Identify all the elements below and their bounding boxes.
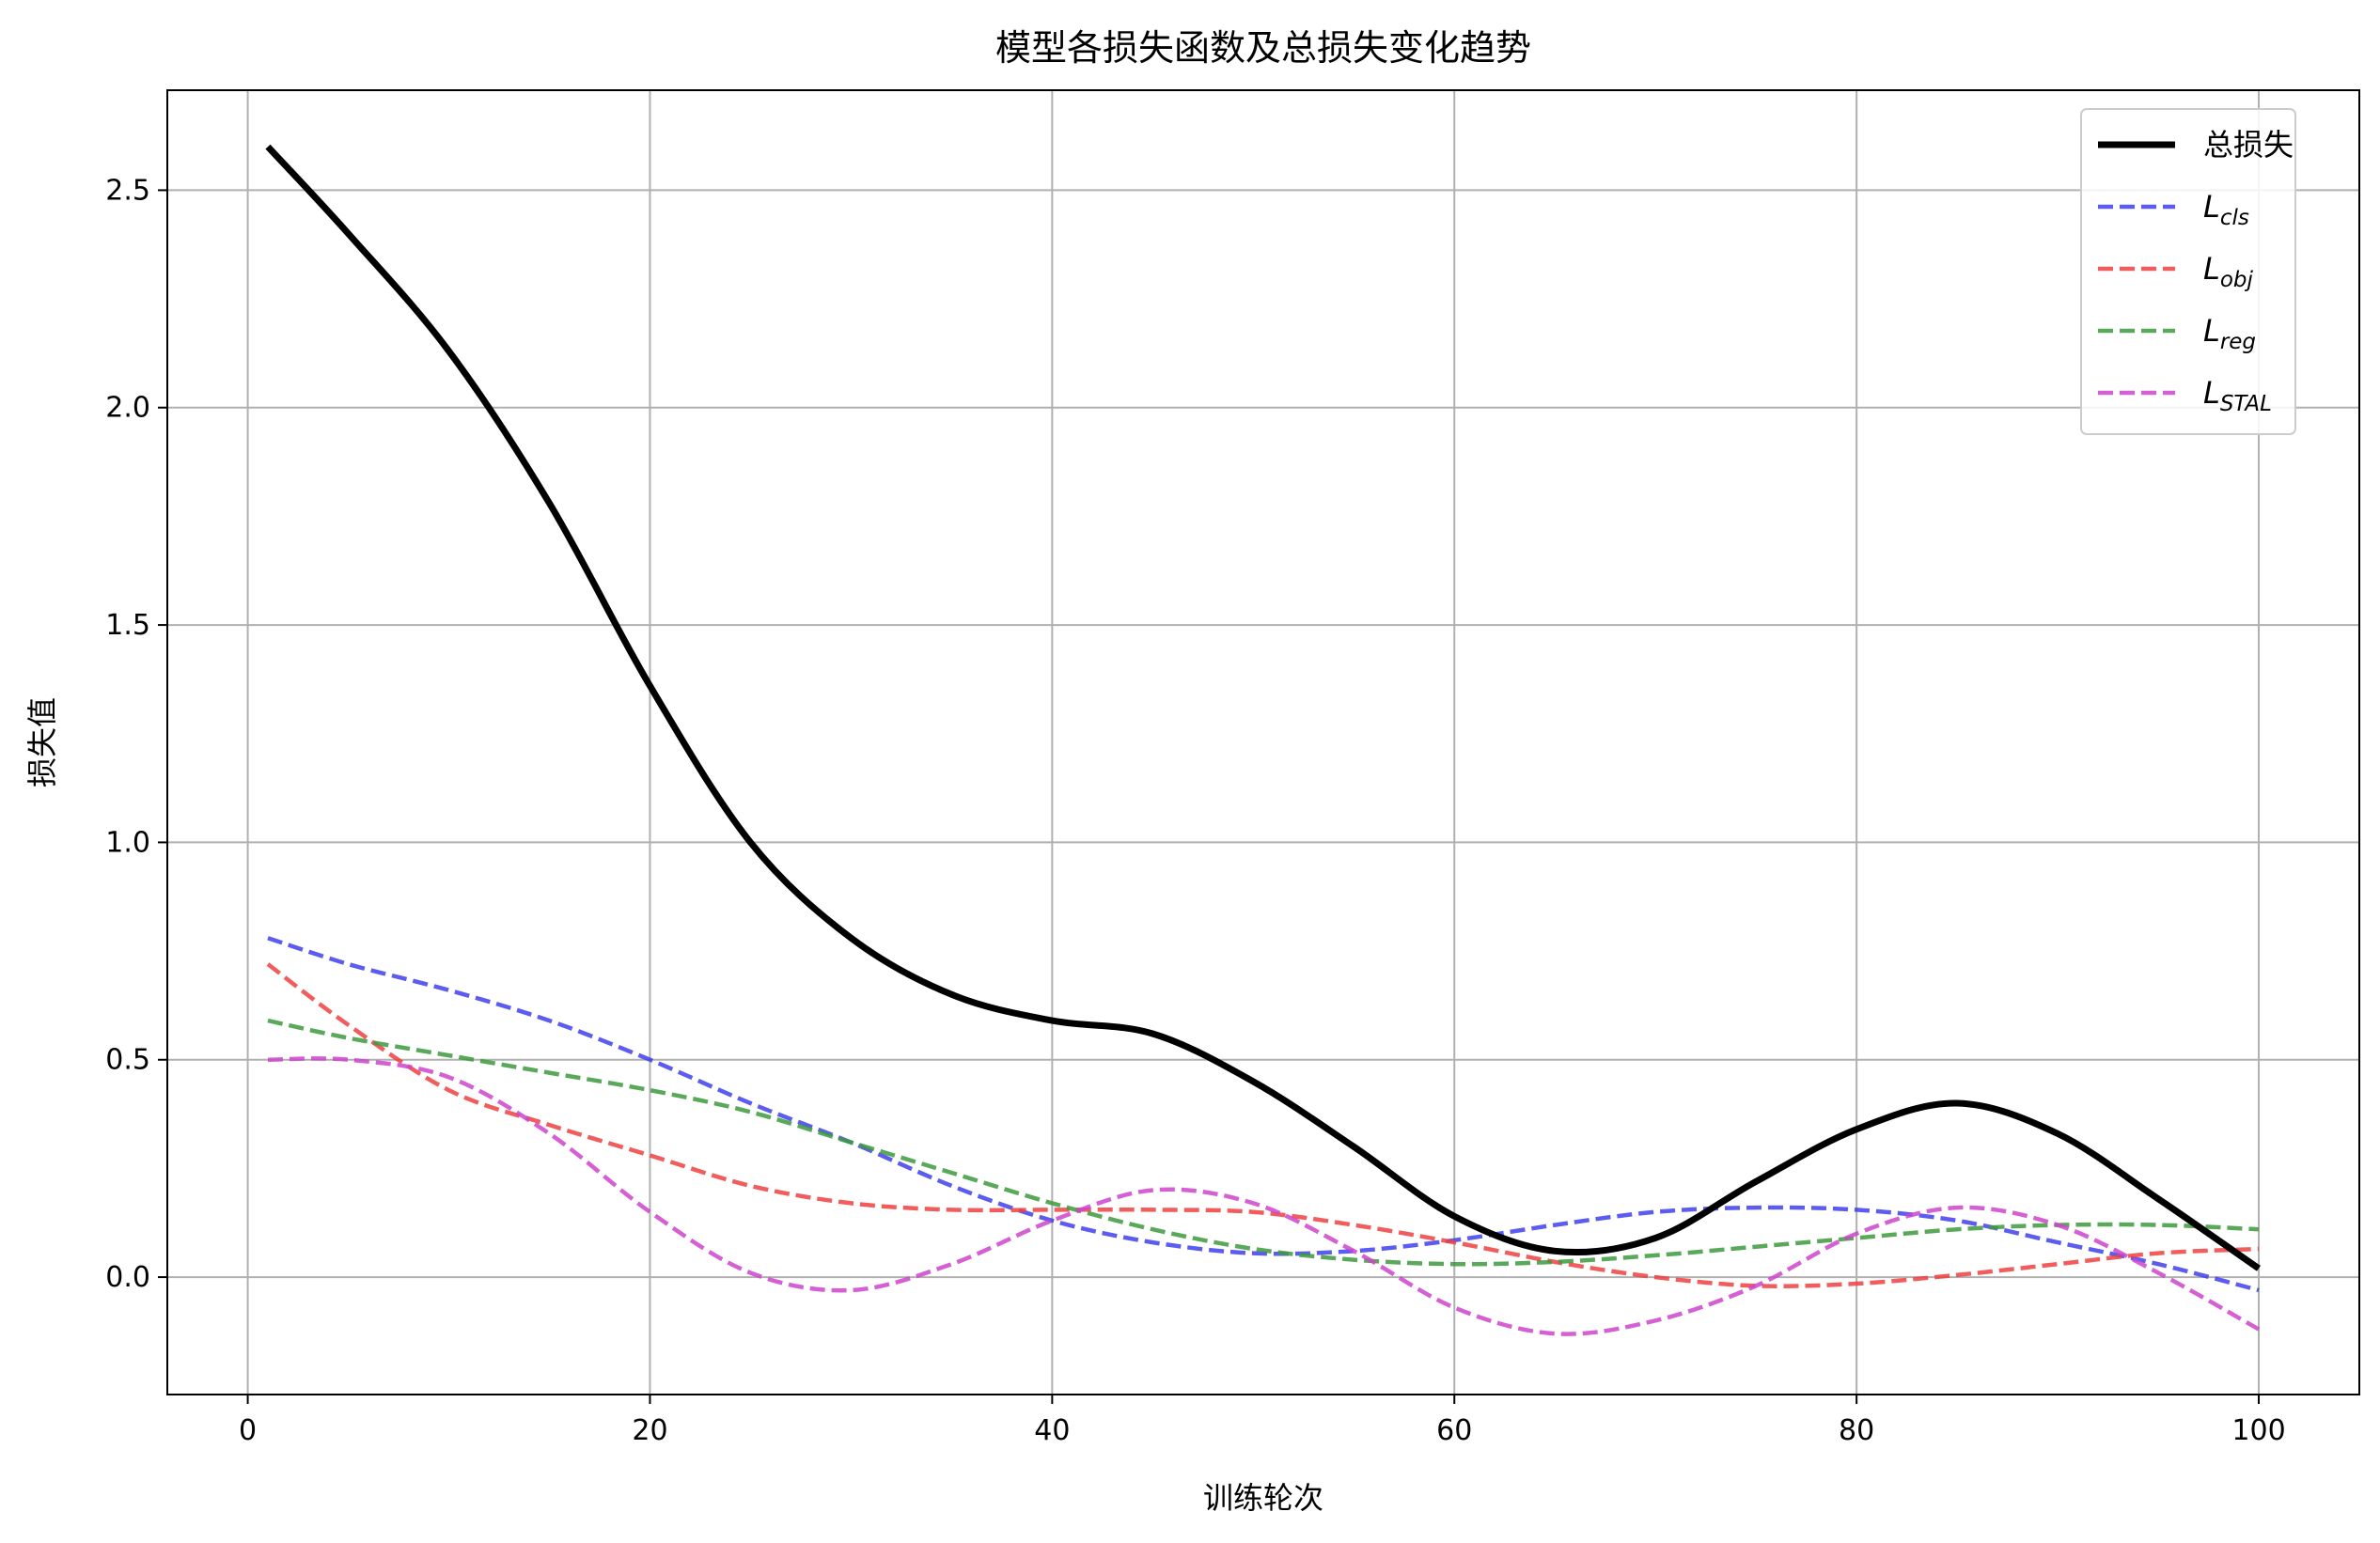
x-tick-label: 80 (1839, 1414, 1874, 1447)
x-tick-label: 100 (2231, 1414, 2285, 1447)
series-line-4 (267, 1018, 2260, 1267)
series-line-1 (265, 144, 2261, 1271)
legend-label: Lobj (2203, 251, 2253, 292)
x-tick-label: 40 (1034, 1414, 1070, 1447)
y-tick-label: 2.5 (105, 174, 150, 207)
series-line-5 (267, 1056, 2261, 1336)
legend-label: LSTAL (2203, 375, 2272, 416)
y-tick-label: 0.5 (105, 1044, 150, 1077)
y-axis-label: 损失值 (24, 697, 60, 787)
plot-frame (166, 89, 2360, 1395)
legend-label: 总损失 (2203, 127, 2294, 163)
chart-title: 模型各损失函数及总损失变化趋势 (995, 27, 1531, 69)
series-lines (265, 144, 2261, 1336)
x-axis-label: 训练轮次 (1203, 1480, 1323, 1516)
axis-ticks: 0 20 40 60 80 100 0.0 0.5 1.0 1.5 2.0 2.5 (105, 174, 2285, 1447)
y-tick-label: 0.0 (105, 1261, 150, 1294)
y-tick-label: 1.5 (105, 609, 150, 642)
x-tick-label: 60 (1436, 1414, 1472, 1447)
legend-label: Lreg (2203, 313, 2256, 354)
x-tick-label: 20 (632, 1414, 667, 1447)
legend-label: Lcls (2203, 189, 2249, 230)
x-tick-label: 0 (239, 1414, 257, 1447)
y-tick-label: 2.0 (105, 392, 150, 425)
legend: 总损失 Lcls Lobj Lreg LSTAL (2080, 108, 2296, 435)
legend-box (2080, 108, 2296, 435)
series-line-2 (267, 936, 2260, 1293)
y-tick-label: 1.0 (105, 826, 150, 859)
series-line-3 (266, 962, 2260, 1288)
